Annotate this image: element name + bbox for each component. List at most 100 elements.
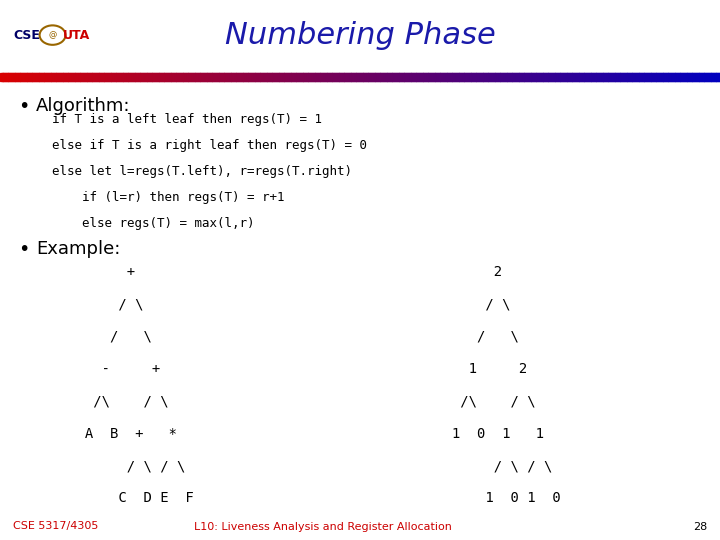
Bar — [394, 73, 397, 81]
Bar — [346, 73, 349, 81]
Bar — [130, 73, 133, 81]
Bar — [271, 73, 275, 81]
Bar — [65, 73, 68, 81]
Bar — [703, 73, 707, 81]
Bar — [81, 73, 86, 81]
Bar — [288, 73, 292, 81]
Bar — [571, 73, 575, 81]
Bar — [79, 73, 83, 81]
Bar — [171, 73, 174, 81]
Bar — [441, 73, 446, 81]
Bar — [137, 73, 140, 81]
Bar — [657, 73, 662, 81]
Bar — [297, 73, 302, 81]
Text: if T is a left leaf then regs(T) = 1: if T is a left leaf then regs(T) = 1 — [52, 113, 322, 126]
Bar — [166, 73, 169, 81]
Bar — [509, 73, 513, 81]
Bar — [631, 73, 635, 81]
Bar — [646, 73, 649, 81]
Bar — [211, 73, 215, 81]
Bar — [701, 73, 705, 81]
Bar — [432, 73, 436, 81]
Bar — [427, 73, 431, 81]
Bar — [401, 73, 405, 81]
Bar — [53, 73, 57, 81]
Bar — [542, 73, 546, 81]
Bar — [684, 73, 688, 81]
Bar — [698, 73, 702, 81]
Bar — [456, 73, 460, 81]
Bar — [295, 73, 299, 81]
Bar — [305, 73, 309, 81]
Bar — [110, 73, 114, 81]
Bar — [444, 73, 448, 81]
Text: else regs(T) = max(l,r): else regs(T) = max(l,r) — [52, 217, 254, 230]
Bar — [607, 73, 611, 81]
Bar — [50, 73, 54, 81]
Bar — [562, 73, 565, 81]
Bar — [626, 73, 630, 81]
Bar — [415, 73, 419, 81]
Bar — [711, 73, 714, 81]
Text: /   \: / \ — [43, 329, 152, 343]
Bar — [362, 73, 366, 81]
Bar — [2, 73, 6, 81]
Bar — [693, 73, 698, 81]
Bar — [333, 73, 338, 81]
Bar — [470, 73, 474, 81]
Bar — [96, 73, 100, 81]
Bar — [535, 73, 539, 81]
Bar — [204, 73, 208, 81]
Bar — [34, 73, 37, 81]
Bar — [180, 73, 184, 81]
Bar — [5, 73, 9, 81]
Bar — [521, 73, 525, 81]
Bar — [27, 73, 30, 81]
Text: -     +: - + — [43, 362, 161, 376]
Bar — [122, 73, 126, 81]
Bar — [17, 73, 21, 81]
Bar — [588, 73, 592, 81]
Bar — [48, 73, 52, 81]
Bar — [391, 73, 395, 81]
Bar — [101, 73, 104, 81]
Bar — [192, 73, 196, 81]
Bar — [74, 73, 78, 81]
Bar — [583, 73, 587, 81]
Bar — [487, 73, 491, 81]
Bar — [454, 73, 457, 81]
Bar — [233, 73, 237, 81]
Bar — [228, 73, 232, 81]
Bar — [679, 73, 683, 81]
Bar — [398, 73, 402, 81]
Bar — [463, 73, 467, 81]
Bar — [127, 73, 131, 81]
Bar — [31, 73, 35, 81]
Bar — [672, 73, 676, 81]
Bar — [91, 73, 95, 81]
Bar — [43, 73, 47, 81]
Bar — [691, 73, 695, 81]
Bar — [115, 73, 119, 81]
Bar — [468, 73, 472, 81]
Bar — [343, 73, 347, 81]
Text: / \ / \: / \ / \ — [43, 459, 186, 473]
Bar — [639, 73, 642, 81]
Bar — [151, 73, 155, 81]
Bar — [89, 73, 93, 81]
Bar — [259, 73, 263, 81]
Bar — [610, 73, 613, 81]
Bar — [696, 73, 700, 81]
Bar — [218, 73, 222, 81]
Bar — [341, 73, 345, 81]
Bar — [574, 73, 577, 81]
Text: Algorithm:: Algorithm: — [36, 97, 130, 115]
Bar — [103, 73, 107, 81]
Bar — [207, 73, 210, 81]
Bar — [182, 73, 186, 81]
Bar — [466, 73, 469, 81]
Bar — [307, 73, 311, 81]
Bar — [595, 73, 599, 81]
Bar — [662, 73, 666, 81]
Bar — [199, 73, 203, 81]
